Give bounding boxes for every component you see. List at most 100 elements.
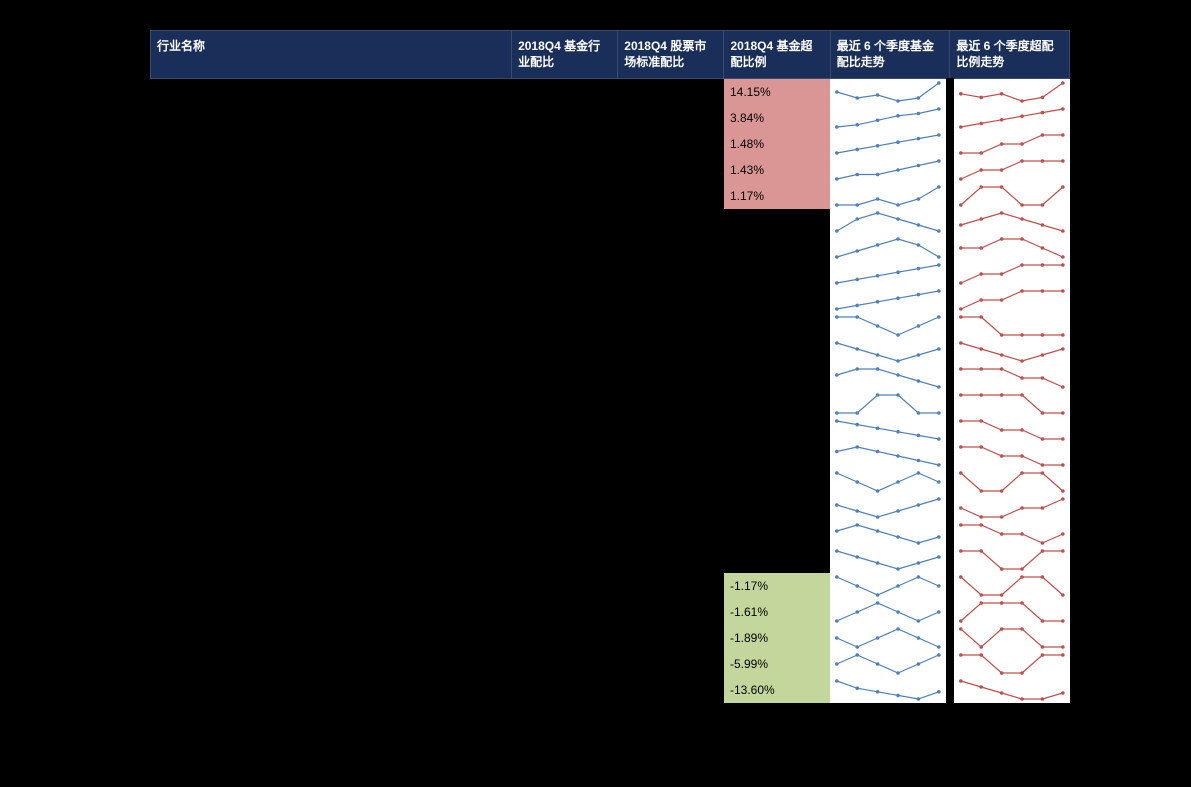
cell-name xyxy=(151,287,512,313)
cell-name xyxy=(151,209,512,235)
cell-market-std xyxy=(618,443,724,469)
table-row xyxy=(151,391,1070,417)
cell-fund-alloc xyxy=(512,521,618,547)
cell-market-std xyxy=(618,417,724,443)
cell-name xyxy=(151,573,512,599)
table-row xyxy=(151,365,1070,391)
cell-fund-alloc xyxy=(512,391,618,417)
cell-trend-over xyxy=(950,287,1070,313)
cell-trend-over xyxy=(950,261,1070,287)
table-row: 1.17% xyxy=(151,183,1070,209)
table-row: 1.43% xyxy=(151,157,1070,183)
cell-trend-over xyxy=(950,79,1070,106)
cell-over-alloc: 3.84% xyxy=(724,105,830,131)
cell-fund-alloc xyxy=(512,365,618,391)
table-row: -1.89% xyxy=(151,625,1070,651)
cell-trend-fund xyxy=(830,313,950,339)
table-row: -13.60% xyxy=(151,677,1070,703)
cell-trend-over xyxy=(950,677,1070,703)
cell-fund-alloc xyxy=(512,573,618,599)
cell-trend-over xyxy=(950,443,1070,469)
cell-trend-over xyxy=(950,547,1070,573)
cell-fund-alloc xyxy=(512,287,618,313)
table-row xyxy=(151,313,1070,339)
cell-market-std xyxy=(618,599,724,625)
header-market-std: 2018Q4 股票市场标准配比 xyxy=(618,31,724,79)
cell-over-alloc: 1.48% xyxy=(724,131,830,157)
cell-over-alloc xyxy=(724,469,830,495)
cell-trend-fund xyxy=(830,261,950,287)
cell-fund-alloc xyxy=(512,105,618,131)
cell-trend-fund xyxy=(830,573,950,599)
cell-trend-over xyxy=(950,573,1070,599)
cell-market-std xyxy=(618,287,724,313)
cell-over-alloc: -5.99% xyxy=(724,651,830,677)
cell-market-std xyxy=(618,79,724,106)
header-fund-alloc: 2018Q4 基金行业配比 xyxy=(512,31,618,79)
table-row: 14.15% xyxy=(151,79,1070,106)
cell-market-std xyxy=(618,183,724,209)
cell-trend-fund xyxy=(830,625,950,651)
cell-trend-over xyxy=(950,235,1070,261)
table-row xyxy=(151,235,1070,261)
cell-name xyxy=(151,495,512,521)
cell-over-alloc: -1.17% xyxy=(724,573,830,599)
cell-fund-alloc xyxy=(512,651,618,677)
cell-trend-over xyxy=(950,183,1070,209)
cell-trend-over xyxy=(950,313,1070,339)
cell-market-std xyxy=(618,495,724,521)
cell-market-std xyxy=(618,521,724,547)
table-row xyxy=(151,417,1070,443)
cell-market-std xyxy=(618,651,724,677)
cell-market-std xyxy=(618,469,724,495)
cell-fund-alloc xyxy=(512,157,618,183)
cell-trend-over xyxy=(950,651,1070,677)
cell-fund-alloc xyxy=(512,209,618,235)
cell-name xyxy=(151,339,512,365)
cell-over-alloc: 14.15% xyxy=(724,79,830,106)
cell-name xyxy=(151,417,512,443)
cell-trend-fund xyxy=(830,339,950,365)
cell-trend-over xyxy=(950,417,1070,443)
cell-trend-over xyxy=(950,469,1070,495)
cell-name xyxy=(151,105,512,131)
cell-market-std xyxy=(618,105,724,131)
cell-trend-fund xyxy=(830,443,950,469)
cell-market-std xyxy=(618,365,724,391)
cell-over-alloc: -1.61% xyxy=(724,599,830,625)
cell-over-alloc: 1.43% xyxy=(724,157,830,183)
cell-trend-fund xyxy=(830,651,950,677)
cell-market-std xyxy=(618,157,724,183)
cell-name xyxy=(151,547,512,573)
table-row xyxy=(151,209,1070,235)
header-trend-fund: 最近 6 个季度基金配比走势 xyxy=(830,31,950,79)
cell-market-std xyxy=(618,573,724,599)
cell-over-alloc xyxy=(724,339,830,365)
table-row xyxy=(151,469,1070,495)
cell-over-alloc xyxy=(724,521,830,547)
cell-trend-over xyxy=(950,599,1070,625)
cell-trend-over xyxy=(950,625,1070,651)
cell-fund-alloc xyxy=(512,469,618,495)
cell-trend-over xyxy=(950,339,1070,365)
cell-name xyxy=(151,131,512,157)
table-row xyxy=(151,261,1070,287)
cell-over-alloc xyxy=(724,209,830,235)
table-row xyxy=(151,339,1070,365)
cell-trend-fund xyxy=(830,391,950,417)
cell-over-alloc xyxy=(724,365,830,391)
table-row xyxy=(151,495,1070,521)
cell-name xyxy=(151,391,512,417)
cell-market-std xyxy=(618,339,724,365)
cell-trend-fund xyxy=(830,157,950,183)
table-row xyxy=(151,287,1070,313)
cell-trend-fund xyxy=(830,287,950,313)
cell-market-std xyxy=(618,209,724,235)
cell-trend-fund xyxy=(830,365,950,391)
cell-over-alloc: -13.60% xyxy=(724,677,830,703)
cell-trend-over xyxy=(950,495,1070,521)
header-row: 行业名称 2018Q4 基金行业配比 2018Q4 股票市场标准配比 2018Q… xyxy=(151,31,1070,79)
cell-name xyxy=(151,443,512,469)
cell-trend-fund xyxy=(830,209,950,235)
cell-trend-fund xyxy=(830,547,950,573)
